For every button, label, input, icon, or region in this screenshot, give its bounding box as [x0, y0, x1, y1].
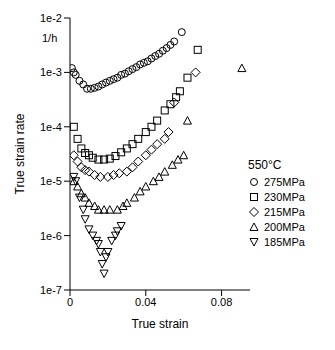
svg-text:1e-2: 1e-2	[40, 12, 62, 24]
svg-text:1e-7: 1e-7	[40, 284, 62, 296]
svg-text:True strain: True strain	[132, 317, 189, 331]
svg-text:1e-3: 1e-3	[40, 66, 62, 78]
svg-text:1e-4: 1e-4	[40, 121, 62, 133]
html-text:185MPa: 185MPa	[264, 235, 305, 248]
html-text:1/h: 1/h	[42, 32, 58, 44]
html-text:200MPa: 200MPa	[264, 220, 305, 233]
html-text:230MPa: 230MPa	[264, 190, 305, 203]
svg-text:0.08: 0.08	[211, 296, 232, 308]
svg-text:True strain rate: True strain rate	[13, 113, 27, 194]
html-text:215MPa: 215MPa	[264, 205, 305, 218]
svg-text:0: 0	[67, 296, 73, 308]
svg-text:0.04: 0.04	[135, 296, 156, 308]
svg-text:1e-5: 1e-5	[40, 175, 62, 187]
html-text:275MPa: 275MPa	[264, 175, 305, 188]
html-text:550°C: 550°C	[248, 158, 282, 172]
svg-text:1e-6: 1e-6	[40, 230, 62, 242]
